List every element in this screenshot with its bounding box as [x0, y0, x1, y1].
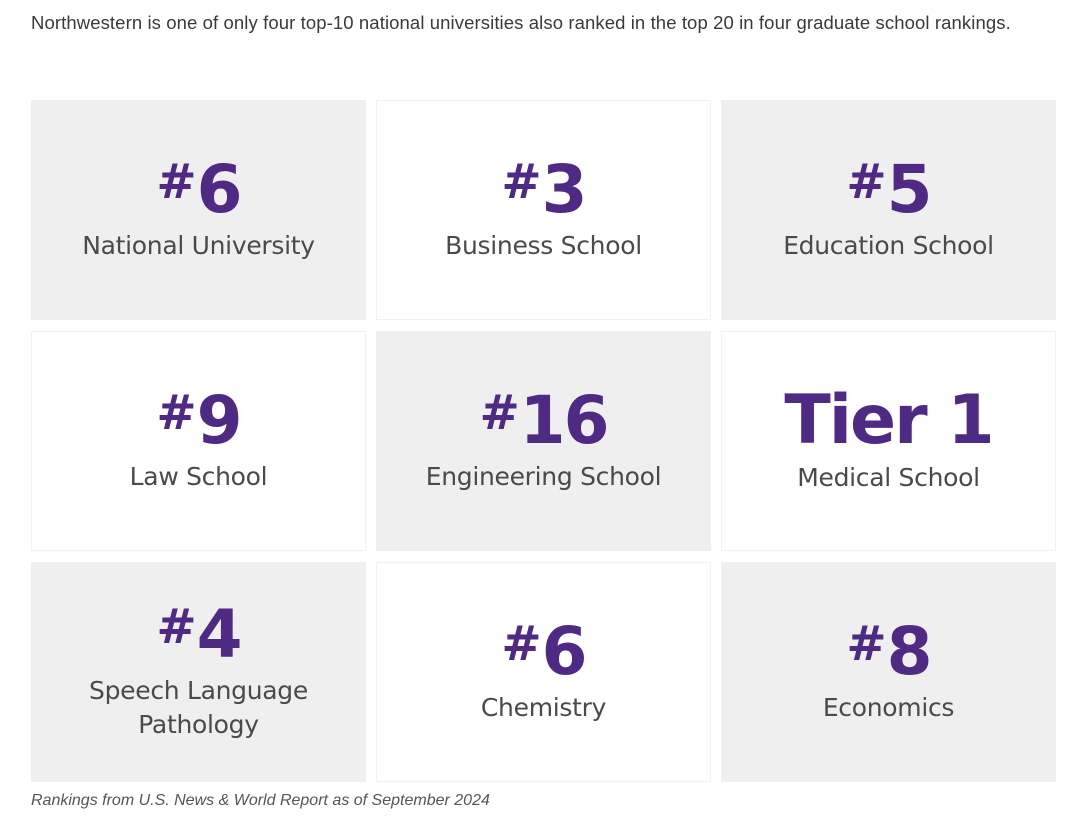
ranking-label: Medical School — [797, 463, 980, 492]
ranking-hash: # — [501, 616, 541, 672]
ranking-card-engineering-school: #16 Engineering School — [376, 331, 711, 551]
ranking-number: 6 — [541, 613, 588, 690]
rankings-source-footnote: Rankings from U.S. News & World Report a… — [31, 792, 490, 809]
ranking-number: 3 — [541, 151, 588, 228]
ranking-value: #6 — [501, 616, 587, 685]
ranking-label: National University — [82, 231, 315, 260]
ranking-hash: # — [501, 154, 541, 210]
ranking-label: Engineering School — [425, 462, 662, 491]
ranking-value: #6 — [156, 154, 242, 223]
ranking-value: #5 — [846, 154, 932, 223]
ranking-label: Business School — [445, 231, 642, 260]
ranking-card-chemistry: #6 Chemistry — [376, 562, 711, 782]
ranking-label: Law School — [129, 462, 268, 491]
ranking-hash: # — [846, 616, 886, 672]
ranking-label: Education School — [783, 231, 994, 260]
ranking-number: 5 — [886, 151, 933, 228]
ranking-value: #8 — [846, 616, 932, 685]
ranking-label: Chemistry — [480, 693, 607, 722]
ranking-hash: # — [156, 154, 196, 210]
ranking-value: #16 — [479, 385, 609, 454]
ranking-hash: # — [479, 385, 519, 441]
ranking-value: #4 — [156, 599, 242, 668]
ranking-value: #9 — [156, 385, 242, 454]
ranking-number: 16 — [519, 382, 610, 459]
ranking-card-law-school: #9 Law School — [31, 331, 366, 551]
rankings-grid: #6 National University #3 Business Schoo… — [31, 100, 1056, 782]
ranking-number: 8 — [886, 613, 933, 690]
ranking-hash: # — [846, 154, 886, 210]
ranking-card-business-school: #3 Business School — [376, 100, 711, 320]
intro-text: Northwestern is one of only four top-10 … — [31, 12, 1011, 33]
ranking-number: 9 — [196, 382, 243, 459]
ranking-card-education-school: #5 Education School — [721, 100, 1056, 320]
ranking-card-national-university: #6 National University — [31, 100, 366, 320]
ranking-value: #3 — [501, 154, 587, 223]
ranking-card-medical-school: Tier 1 Medical School — [721, 331, 1056, 551]
ranking-card-economics: #8 Economics — [721, 562, 1056, 782]
ranking-hash: # — [156, 385, 196, 441]
ranking-hash: # — [156, 599, 196, 655]
ranking-number: 4 — [196, 596, 243, 673]
ranking-label: Economics — [822, 693, 955, 722]
ranking-label: Speech Language Pathology — [89, 676, 308, 739]
ranking-card-speech-language-pathology: #4 Speech Language Pathology — [31, 562, 366, 782]
ranking-number: 6 — [196, 151, 243, 228]
ranking-number: Tier 1 — [784, 381, 994, 460]
